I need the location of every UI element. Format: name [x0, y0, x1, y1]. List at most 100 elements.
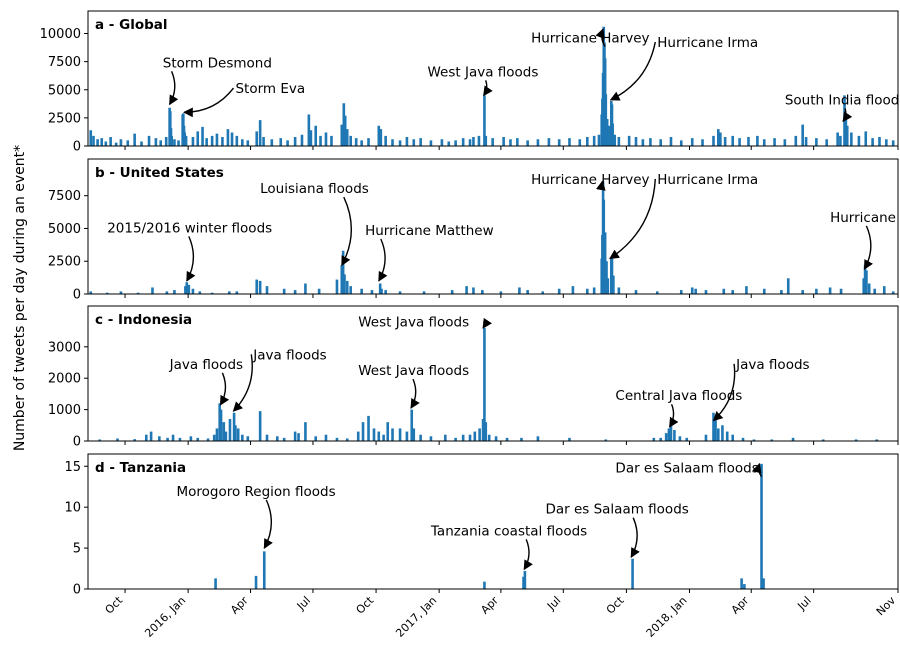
- bar: [398, 291, 402, 294]
- bar: [611, 123, 614, 146]
- bar: [603, 232, 607, 294]
- bar: [184, 135, 188, 147]
- bar: [541, 291, 545, 294]
- x-tick-label: Jul: [794, 594, 813, 613]
- panel-title: a - Global: [95, 17, 168, 33]
- bar: [862, 278, 866, 294]
- bar: [483, 327, 486, 441]
- annotation-arrow: [410, 378, 420, 409]
- bar: [679, 140, 683, 147]
- bar: [760, 463, 763, 589]
- bar: [297, 433, 300, 441]
- bar: [221, 137, 224, 146]
- bar: [224, 431, 228, 441]
- bar: [617, 287, 621, 294]
- bar: [419, 138, 422, 147]
- annotation-arrow: [523, 539, 533, 571]
- annotation-label: West Java floods: [428, 64, 539, 80]
- x-tick-label: Oct: [103, 593, 126, 616]
- bar: [262, 551, 266, 589]
- bar: [412, 139, 416, 146]
- bar: [154, 138, 158, 147]
- bar: [704, 434, 708, 441]
- y-tick-label: 5000: [48, 222, 81, 237]
- bar: [228, 419, 232, 441]
- y-tick-label: 5: [73, 542, 81, 557]
- bar: [481, 419, 485, 441]
- bar: [547, 138, 551, 147]
- annotation-arrow: [863, 225, 873, 270]
- annotation-label: Tanzania coastal floods: [430, 523, 587, 539]
- bar: [105, 292, 109, 294]
- y-tick-label: 0: [73, 288, 81, 303]
- bar: [419, 434, 422, 441]
- bar: [690, 138, 694, 147]
- annotation-label: Morogoro Region floods: [176, 484, 335, 500]
- annotation-label: Dar es Salaam floods: [545, 502, 688, 518]
- bar: [377, 125, 381, 146]
- bar: [367, 138, 370, 147]
- annotation-arrow: [232, 354, 253, 412]
- bar: [444, 434, 447, 441]
- bar: [747, 137, 750, 146]
- bar: [586, 137, 589, 146]
- annotation-arrow: [842, 108, 853, 123]
- bar: [773, 138, 776, 147]
- bar: [380, 288, 383, 294]
- bar: [557, 288, 561, 294]
- bar: [578, 139, 582, 146]
- annotation-arrow: [168, 71, 179, 106]
- plot-frame: [87, 10, 899, 147]
- bar: [617, 137, 621, 146]
- bar: [505, 437, 509, 441]
- bar: [604, 94, 608, 146]
- bar: [345, 280, 349, 294]
- bar: [116, 438, 119, 441]
- bar: [89, 130, 93, 146]
- bar: [317, 288, 321, 294]
- bar: [398, 428, 402, 441]
- bar: [379, 129, 383, 147]
- bar: [104, 141, 108, 146]
- panel-title: c - Indonesia: [95, 312, 192, 328]
- bar: [723, 137, 727, 146]
- annotation-label: Hurricane Irma: [657, 35, 758, 51]
- bar: [173, 139, 176, 146]
- bar: [882, 286, 886, 294]
- bar: [678, 436, 682, 441]
- bar: [731, 290, 735, 294]
- bar: [343, 274, 346, 294]
- bar: [100, 138, 104, 147]
- bar: [483, 95, 486, 147]
- annotation-arrow: [263, 499, 273, 549]
- bar: [875, 439, 879, 441]
- bar: [133, 133, 136, 147]
- bar: [382, 434, 385, 441]
- bar: [854, 439, 858, 441]
- bar: [484, 422, 488, 441]
- bar: [151, 287, 154, 294]
- bar: [864, 131, 868, 147]
- bar: [786, 278, 790, 294]
- bar: [481, 290, 484, 294]
- annotation-arrow: [482, 317, 492, 329]
- bar: [96, 139, 99, 146]
- y-axis-label: Number of tweets per day during an event…: [12, 145, 28, 451]
- bar: [701, 139, 704, 146]
- bar: [319, 135, 322, 147]
- annotation-label: Central Java floods: [615, 388, 742, 404]
- bar: [222, 422, 226, 441]
- bar: [276, 436, 279, 441]
- bar: [762, 288, 766, 294]
- bar: [494, 436, 498, 441]
- annotation-label: Hurricane Harvey: [531, 31, 649, 47]
- bar: [398, 140, 402, 147]
- bar: [484, 135, 488, 147]
- bar: [114, 142, 118, 147]
- bar: [232, 412, 236, 441]
- panel-2: 0 2500 5000 7500 b - United States 2015/2016 …: [48, 158, 900, 303]
- annotation-label: Storm Eva: [235, 81, 305, 97]
- bar: [804, 137, 808, 146]
- x-tick-label: 2017, Jan: [393, 594, 439, 640]
- annotation-label: South India floods: [785, 92, 900, 108]
